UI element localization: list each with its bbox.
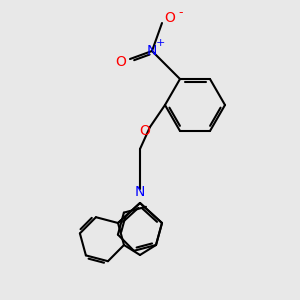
Text: O: O [165, 11, 176, 25]
Text: O: O [116, 55, 126, 69]
Text: N: N [135, 185, 145, 199]
Text: N: N [147, 44, 157, 58]
Text: O: O [140, 124, 150, 138]
Text: +: + [155, 38, 165, 48]
Text: -: - [179, 7, 183, 20]
